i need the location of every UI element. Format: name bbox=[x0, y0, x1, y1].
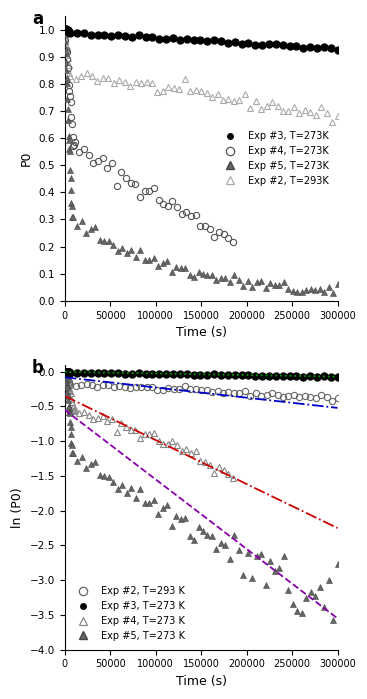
X-axis label: Time (s): Time (s) bbox=[176, 675, 227, 688]
Legend: Exp #2, T=293 K, Exp #3, T=273 K, Exp #4, T=273 K, Exp #5, T=273 K: Exp #2, T=293 K, Exp #3, T=273 K, Exp #4… bbox=[70, 582, 189, 644]
Legend: Exp #3, T=273K, Exp #4, T=273K, Exp #5, T=273K, Exp #2, T=293K: Exp #3, T=273K, Exp #4, T=273K, Exp #5, … bbox=[217, 127, 333, 189]
Text: a: a bbox=[32, 10, 43, 28]
Y-axis label: P0: P0 bbox=[20, 151, 33, 166]
Text: b: b bbox=[32, 359, 44, 377]
Y-axis label: ln (P0): ln (P0) bbox=[11, 487, 24, 528]
X-axis label: Time (s): Time (s) bbox=[176, 326, 227, 339]
